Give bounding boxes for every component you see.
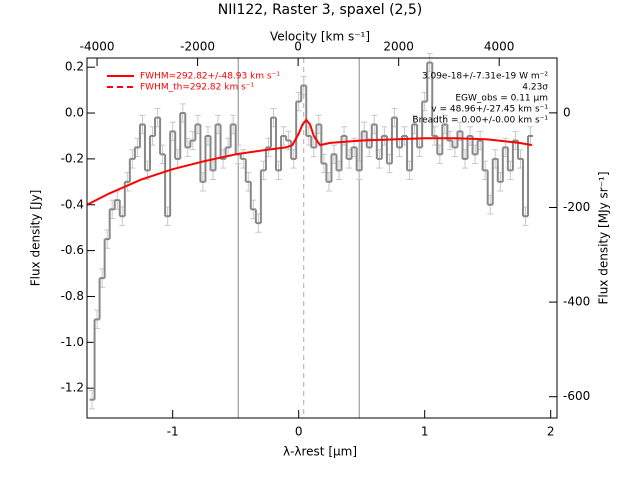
plot-frame	[86, 57, 558, 419]
y2-tick-label: -400	[563, 295, 590, 309]
y2-tick-label: -200	[563, 200, 590, 214]
x2-tick-label: -4000	[80, 40, 115, 54]
y-tick-label: -0.2	[61, 151, 84, 165]
annotation: Breadth = 0.00+/-0.00 km s⁻¹	[412, 116, 548, 126]
y2-tick-label: 0	[563, 105, 571, 119]
annotation: v = 48.96+/-27.45 km s⁻¹	[431, 105, 548, 115]
y2-tick-label: -600	[563, 389, 590, 403]
fit-line	[86, 118, 532, 206]
chart-title: NII122, Raster 3, spaxel (2,5)	[218, 2, 423, 18]
x-tick-label: -1	[167, 425, 179, 439]
x2-axis-label: Velocity [km s⁻¹]	[270, 30, 370, 44]
annotation: 3.09e-18+/-7.31e-19 W m⁻²	[422, 72, 549, 82]
x-axis-label: λ-λrest [μm]	[283, 445, 357, 459]
annotation: EGW_obs = 0.11 μm	[455, 94, 548, 104]
annotation: 4.23σ	[522, 83, 548, 93]
x-tick-label: 0	[295, 425, 303, 439]
x2-tick-label: -2000	[180, 40, 215, 54]
y-tick-label: -1.0	[61, 335, 84, 349]
x2-tick-label: 2000	[383, 40, 414, 54]
legend-label: FWHM_th=292.82 km s⁻¹	[140, 83, 255, 93]
y2-axis-label: Flux density [MJy sr⁻¹]	[597, 171, 611, 304]
legend-label: FWHM=292.82+/-48.93 km s⁻¹	[140, 72, 280, 82]
y-tick-label: -0.4	[61, 197, 84, 211]
x2-tick-label: 0	[294, 40, 302, 54]
y-axis-label: Flux density [Jy]	[29, 190, 43, 287]
y-tick-label: -1.2	[61, 381, 84, 395]
x2-tick-label: 4000	[484, 40, 515, 54]
y-tick-label: 0.0	[65, 106, 84, 120]
y-tick-label: -0.8	[61, 289, 84, 303]
y-tick-label: 0.2	[65, 60, 84, 74]
y-tick-label: -0.6	[61, 243, 84, 257]
x-tick-label: 2	[547, 425, 555, 439]
x-tick-label: 1	[421, 425, 429, 439]
